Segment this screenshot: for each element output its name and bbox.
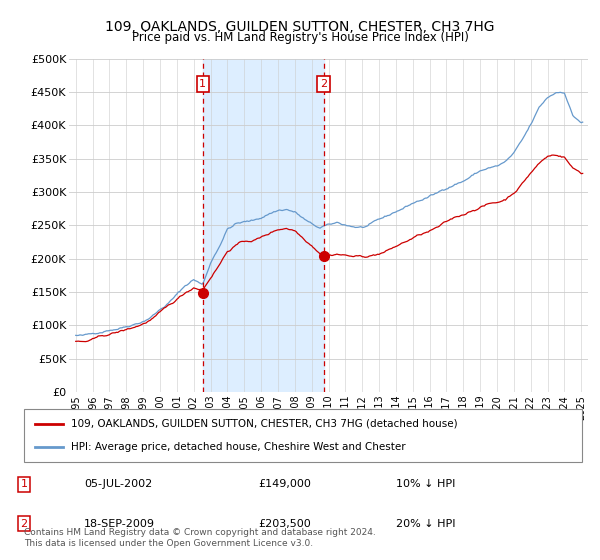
Bar: [203, 59, 324, 392]
Text: 2: 2: [320, 79, 328, 89]
Text: 18-SEP-2009: 18-SEP-2009: [84, 519, 155, 529]
Text: 10% ↓ HPI: 10% ↓ HPI: [396, 479, 455, 489]
Text: 2: 2: [20, 519, 28, 529]
Text: £149,000: £149,000: [258, 479, 311, 489]
Text: £203,500: £203,500: [258, 519, 311, 529]
Text: HPI: Average price, detached house, Cheshire West and Chester: HPI: Average price, detached house, Ches…: [71, 442, 406, 452]
Text: 05-JUL-2002: 05-JUL-2002: [84, 479, 152, 489]
Text: 20% ↓ HPI: 20% ↓ HPI: [396, 519, 455, 529]
Text: Contains HM Land Registry data © Crown copyright and database right 2024.
This d: Contains HM Land Registry data © Crown c…: [24, 528, 376, 548]
Text: Price paid vs. HM Land Registry's House Price Index (HPI): Price paid vs. HM Land Registry's House …: [131, 31, 469, 44]
Text: 109, OAKLANDS, GUILDEN SUTTON, CHESTER, CH3 7HG: 109, OAKLANDS, GUILDEN SUTTON, CHESTER, …: [105, 20, 495, 34]
Text: 109, OAKLANDS, GUILDEN SUTTON, CHESTER, CH3 7HG (detached house): 109, OAKLANDS, GUILDEN SUTTON, CHESTER, …: [71, 419, 458, 429]
Text: 1: 1: [199, 79, 206, 89]
Text: 1: 1: [20, 479, 28, 489]
